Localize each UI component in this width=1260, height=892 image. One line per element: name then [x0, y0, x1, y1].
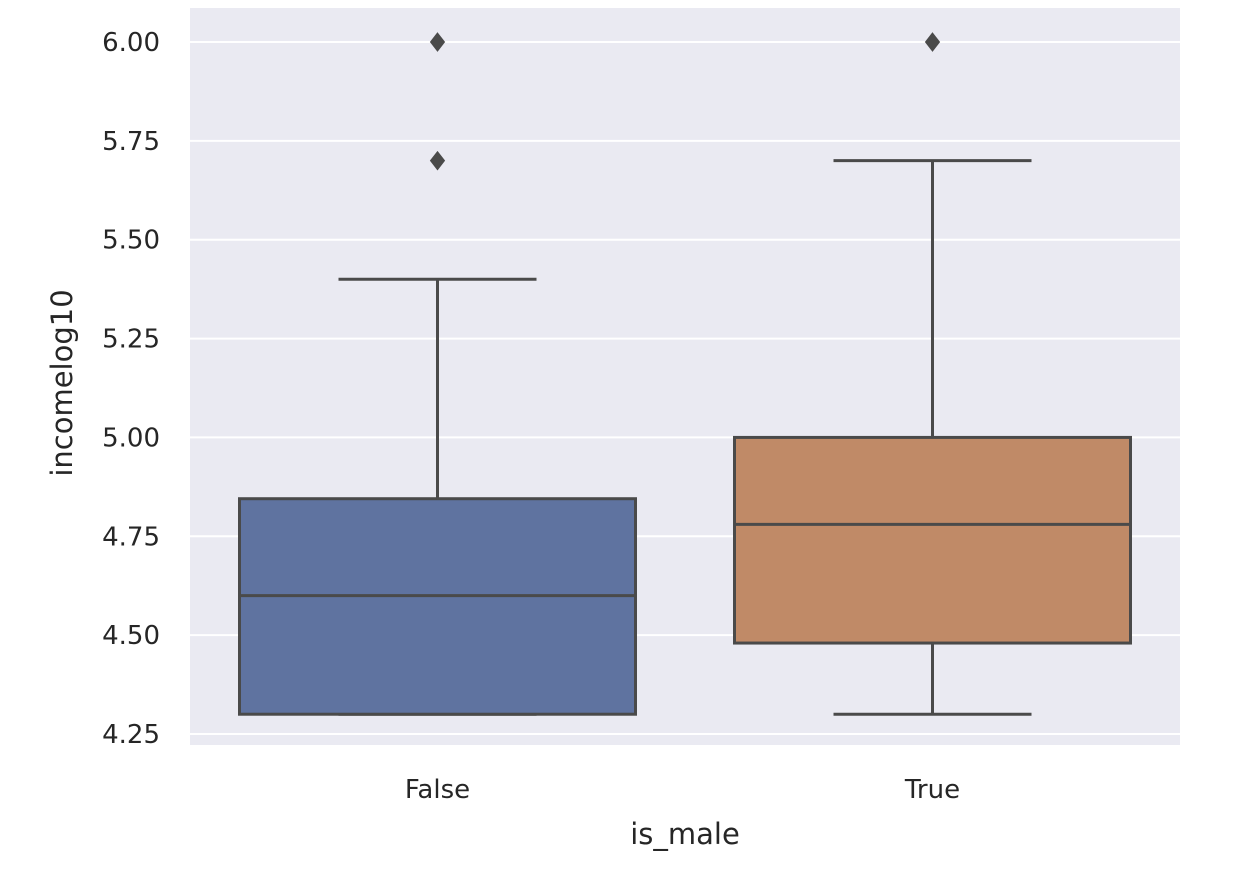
y-tick-label: 5.25 [102, 325, 160, 355]
y-tick-label: 4.75 [102, 522, 160, 552]
box-group-true [733, 32, 1132, 716]
x-tick-label: False [405, 775, 470, 805]
box-group-false [238, 32, 637, 716]
y-tick-label: 5.75 [102, 127, 160, 157]
y-tick-label: 4.25 [102, 720, 160, 750]
x-tick-labels: False True [405, 775, 960, 805]
outlier-point [924, 32, 941, 52]
outlier-point [429, 32, 446, 52]
y-axis-label: incomelog10 [45, 289, 79, 476]
x-axis-label: is_male [630, 817, 740, 851]
outlier-point [429, 150, 446, 171]
y-tick-label: 4.50 [102, 621, 160, 651]
x-tick-label: True [904, 775, 960, 805]
iqr-box [733, 435, 1132, 645]
y-tick-labels: 4.25 4.50 4.75 5.00 5.25 5.50 5.75 6.00 [102, 28, 160, 750]
y-tick-label: 5.50 [102, 226, 160, 256]
y-tick-label: 5.00 [102, 423, 160, 453]
iqr-box [238, 497, 637, 716]
boxes [238, 32, 1132, 716]
y-tick-label: 6.00 [102, 28, 160, 58]
